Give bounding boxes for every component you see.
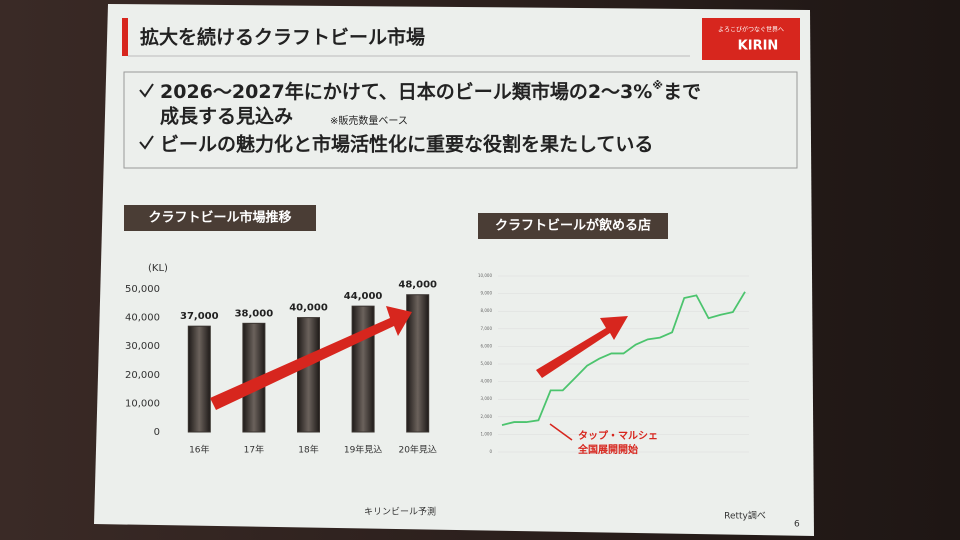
annotation: タップ・マルシェ全国展開開始	[577, 429, 658, 456]
y-tick-label: 20,000	[125, 370, 160, 381]
bar	[297, 317, 320, 433]
x-tick-label: 20年見込	[398, 444, 436, 456]
logo-tagline: よろこびがつなぐ世界へ	[718, 26, 784, 34]
y-tick-label: 8,000	[481, 308, 493, 313]
page-number: 6	[794, 520, 800, 530]
bullet-text: 成長する見込み	[160, 105, 293, 128]
x-tick-label: 19年見込	[344, 444, 382, 456]
plots: 0 10,000 20,000 30,000 40,000 50,000 37,000 16年…	[125, 273, 749, 456]
section-title: クラフトビールが飲める店	[495, 218, 651, 234]
trend-arrow	[210, 306, 412, 410]
y-tick-label: 2,000	[481, 414, 493, 419]
bullet-text: ビールの魅力化と市場活性化に重要な役割を果たしている	[160, 133, 653, 156]
y-tick-label: 5,000	[481, 361, 493, 366]
y-tick-label: 10,000	[125, 398, 160, 409]
y-tick-label: 3,000	[481, 396, 493, 401]
value-label: 40,000	[289, 303, 328, 314]
y-tick-label: 6,000	[481, 343, 493, 348]
bullet-text: 2026～2027年にかけて、日本のビール類市場の2～3%※まで	[160, 79, 701, 103]
y-tick-label: 30,000	[125, 341, 160, 352]
bar	[351, 305, 375, 433]
bullet-note: ※販売数量ベース	[330, 114, 408, 127]
y-tick-label: 1,000	[481, 431, 493, 436]
slide-surface	[94, 4, 814, 536]
annotation-leader	[549, 423, 573, 441]
data-line	[501, 291, 746, 426]
x-tick-label: 17年	[244, 444, 264, 456]
y-tick-label: 40,000	[125, 313, 160, 324]
bar	[406, 294, 430, 433]
y-tick-label: 7,000	[481, 326, 493, 331]
unit-label: (KL)	[148, 263, 168, 274]
bullet-box	[123, 71, 798, 169]
y-tick-label: 10,000	[478, 273, 492, 278]
section-title: クラフトビール市場推移	[148, 210, 291, 226]
section-header	[478, 213, 668, 239]
check-icon	[139, 135, 154, 150]
bar	[187, 325, 211, 433]
logo: KIRIN	[738, 39, 779, 54]
title-accent	[122, 18, 128, 56]
value-label: 38,000	[235, 308, 274, 319]
section-header	[124, 205, 316, 231]
y-tick-label: 50,000	[125, 284, 160, 295]
x-tick-label: 16年	[189, 444, 209, 456]
source: Retty調べ	[724, 510, 766, 522]
value-label: 37,000	[180, 311, 219, 322]
y-tick-label: 4,000	[481, 379, 493, 384]
logo-box	[702, 18, 800, 60]
x-tick-label: 18年	[298, 444, 318, 456]
slide-title: 拡大を続けるクラフトビール市場	[140, 26, 425, 49]
y-tick-label: 0	[154, 427, 160, 438]
y-tick-label: 0	[489, 449, 492, 454]
value-label: 48,000	[398, 280, 437, 291]
check-icon	[139, 83, 154, 98]
y-tick-label: 9,000	[481, 291, 493, 296]
value-label: 44,000	[344, 291, 383, 302]
trend-arrow	[536, 316, 628, 378]
source: キリンビール予測	[364, 506, 436, 518]
